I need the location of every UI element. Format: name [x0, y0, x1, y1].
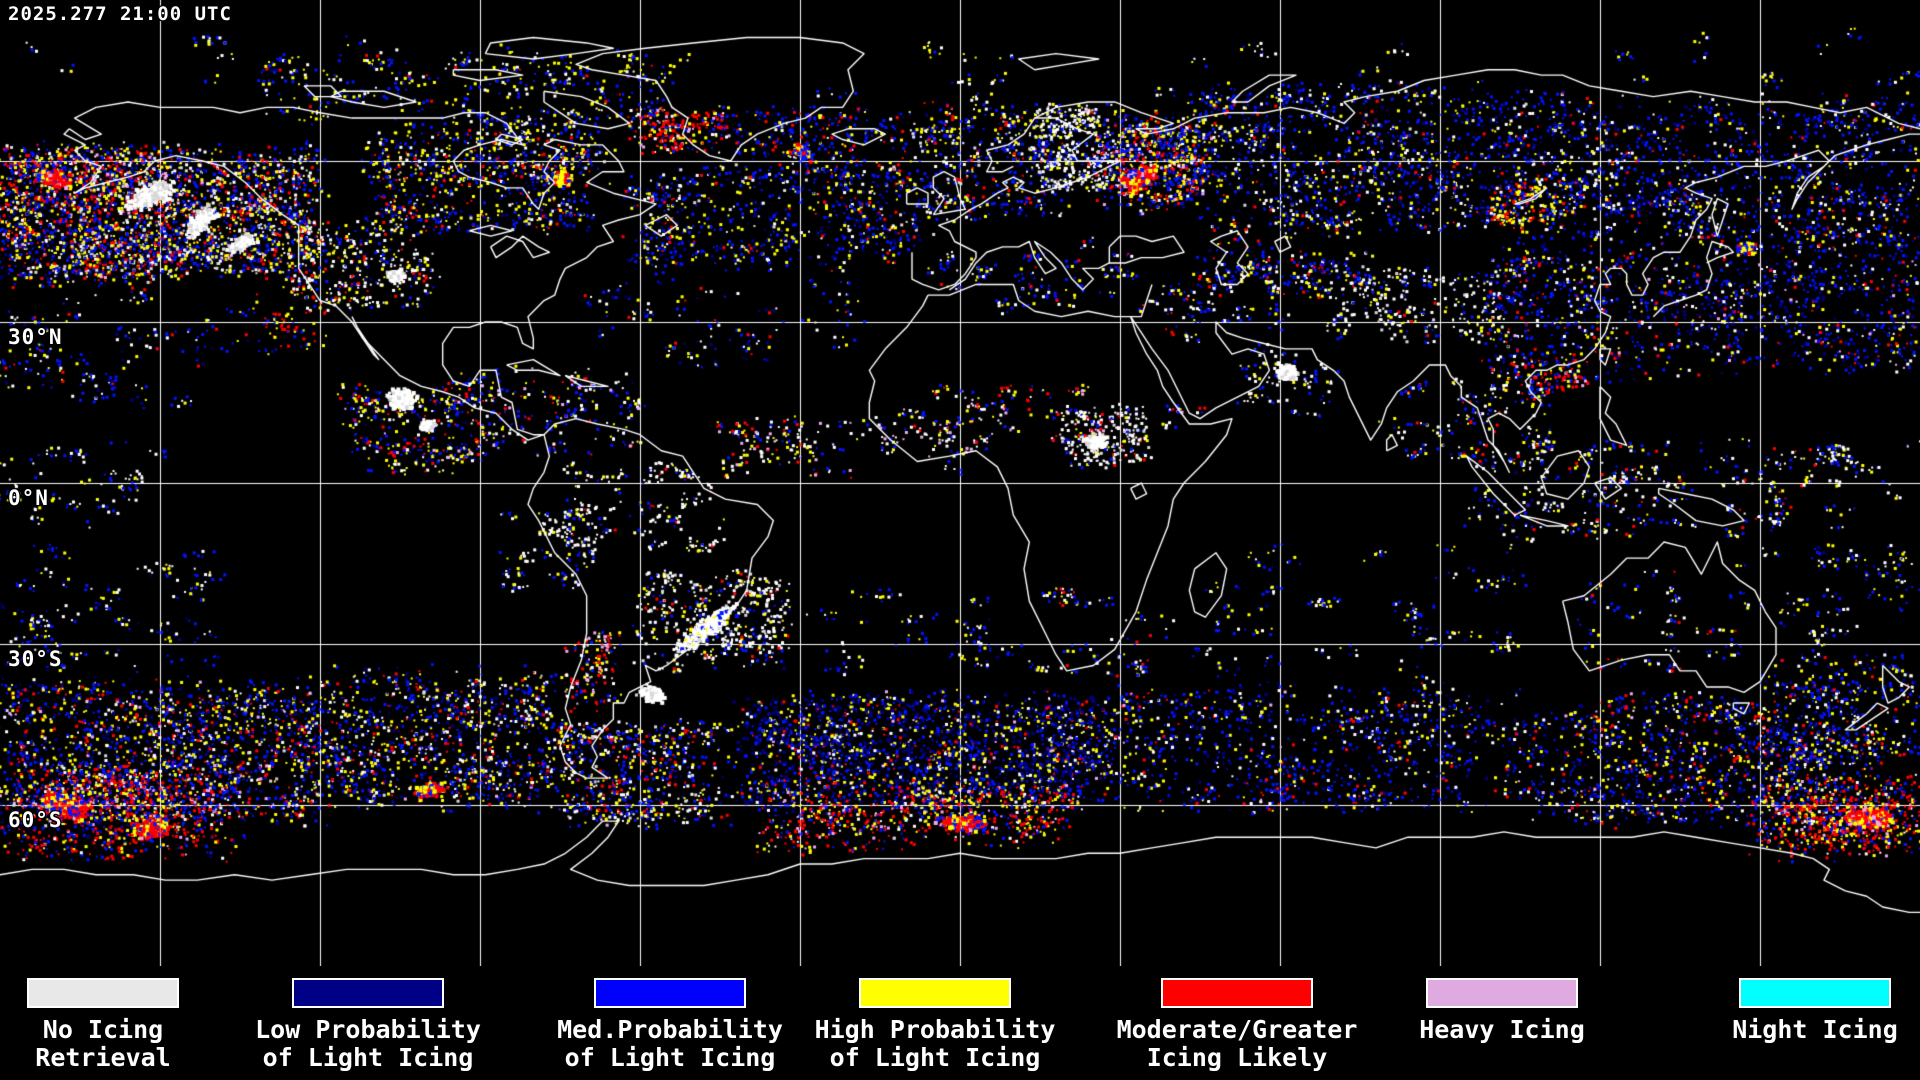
legend-swatch [859, 978, 1011, 1008]
legend-swatch [292, 978, 444, 1008]
lat-label: 30°S [8, 647, 63, 671]
lat-label: 30°N [8, 325, 63, 349]
legend-swatch [27, 978, 179, 1008]
legend-swatch [1426, 978, 1578, 1008]
legend-swatch [1161, 978, 1313, 1008]
legend-item-moderate-greater: Moderate/Greater Icing Likely [1097, 978, 1377, 1072]
legend-label: Heavy Icing [1419, 1015, 1585, 1044]
legend-label: Night Icing [1732, 1015, 1898, 1044]
legend-item-med-probability: Med.Probability of Light Icing [530, 978, 810, 1072]
legend-item-high-probability: High Probability of Light Icing [795, 978, 1075, 1072]
legend-swatch [1739, 978, 1891, 1008]
lat-label: 60°S [8, 808, 63, 832]
legend-item-night-icing: Night Icing [1675, 978, 1920, 1044]
legend-item-heavy-icing: Heavy Icing [1362, 978, 1642, 1044]
legend-item-low-probability: Low Probability of Light Icing [228, 978, 508, 1072]
legend-label: Med.Probability of Light Icing [557, 1015, 783, 1072]
legend-label: No Icing Retrieval [35, 1015, 171, 1072]
icing-map-canvas [0, 0, 1920, 966]
lat-label: 0°N [8, 486, 49, 510]
legend-label: Low Probability of Light Icing [255, 1015, 481, 1072]
legend-label: High Probability of Light Icing [814, 1015, 1056, 1072]
legend-label: Moderate/Greater Icing Likely [1116, 1015, 1358, 1072]
timestamp: 2025.277 21:00 UTC [8, 3, 232, 25]
legend-item-no-icing-retrieval: No Icing Retrieval [0, 978, 243, 1072]
legend: No Icing Retrieval Low Probability of Light… [0, 966, 1920, 1080]
legend-swatch [594, 978, 746, 1008]
